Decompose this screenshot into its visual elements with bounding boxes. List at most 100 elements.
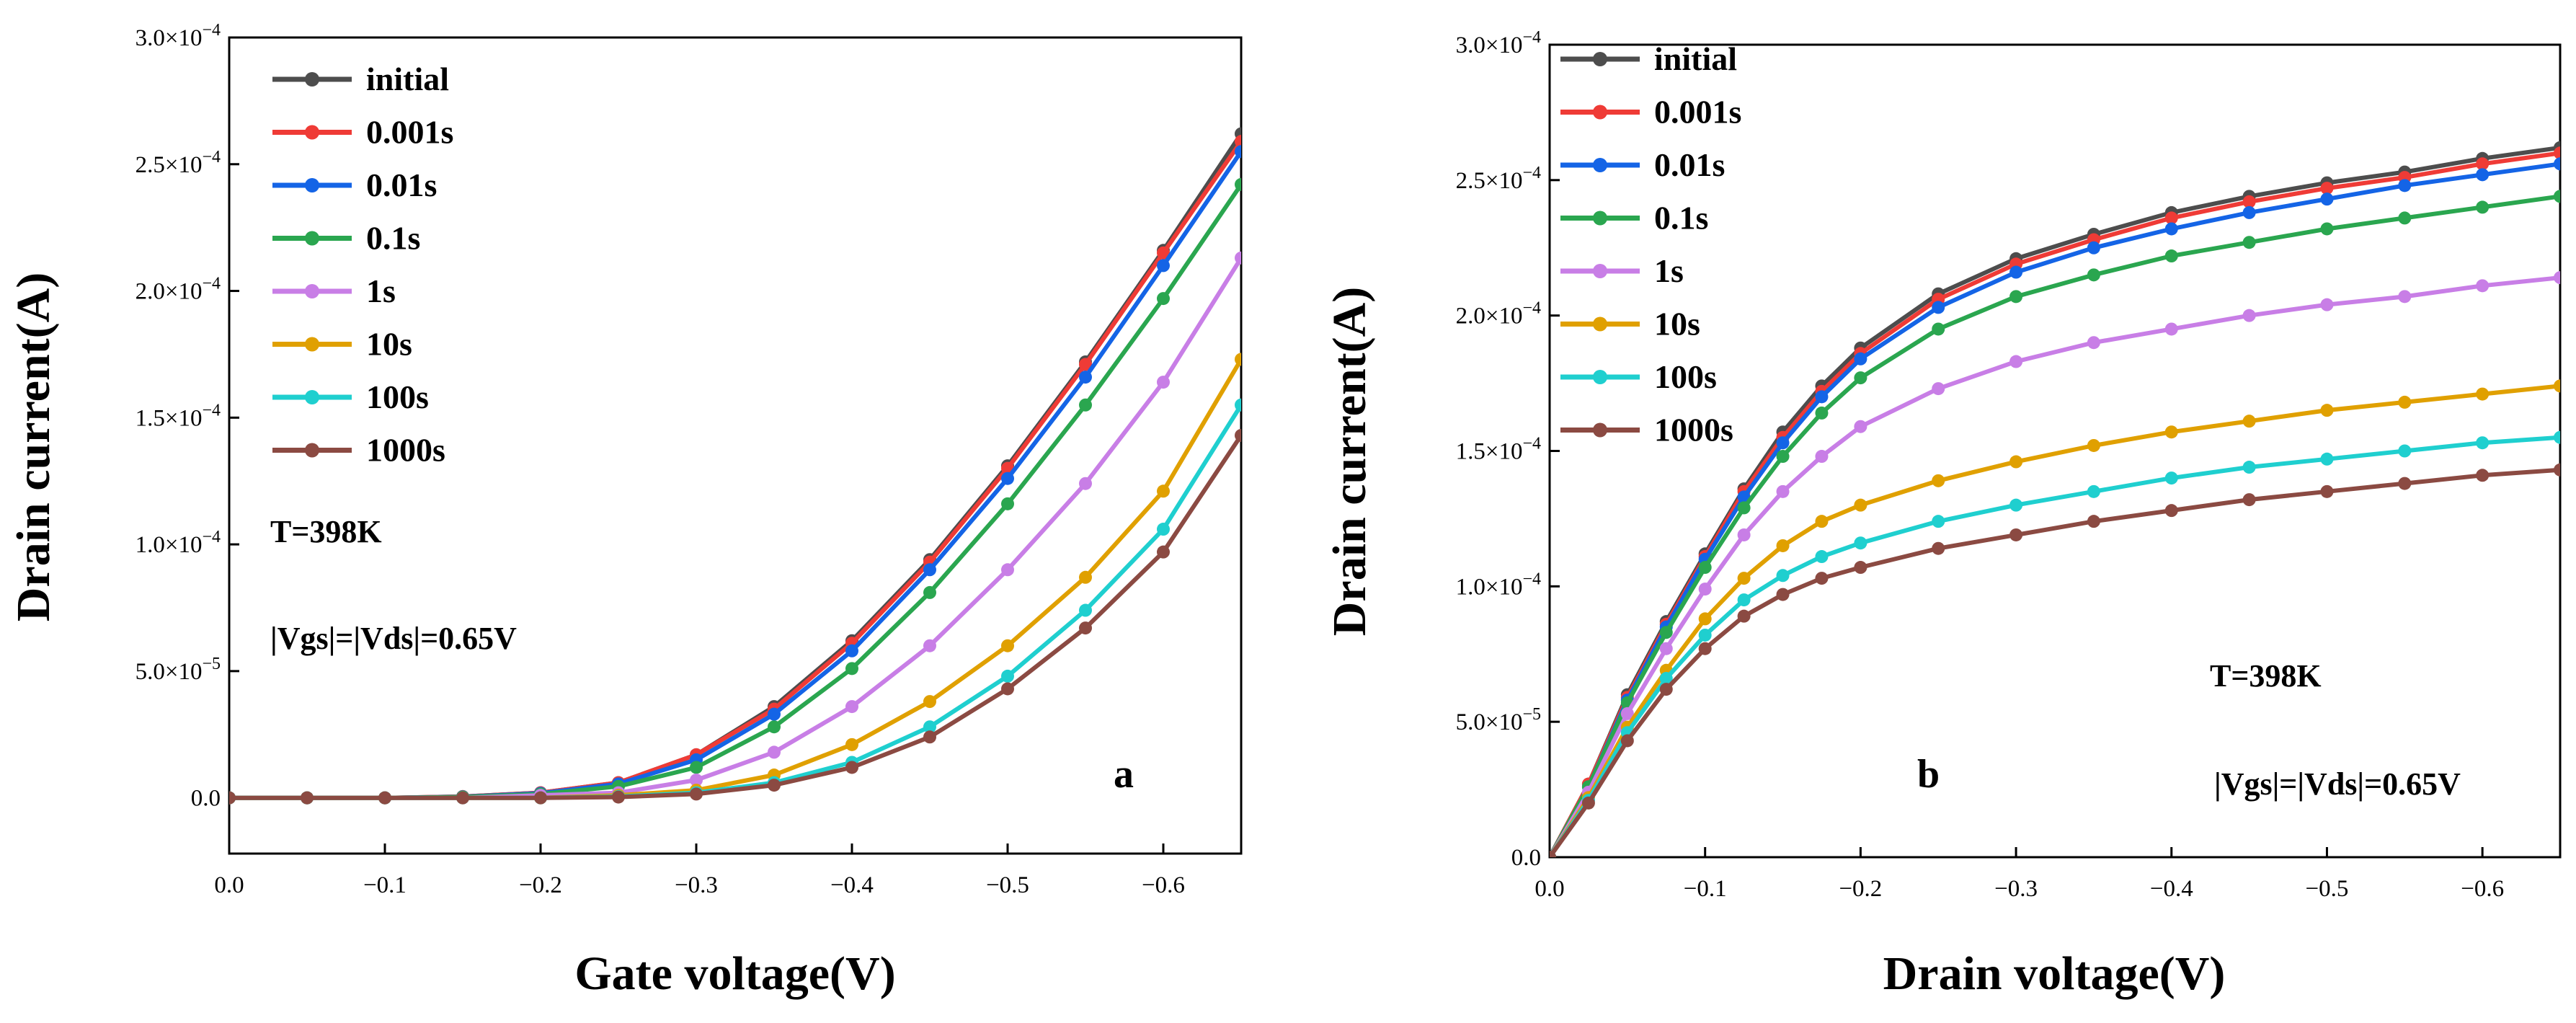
data-point-1s [2320,298,2334,311]
y-tick-label: 2.5×10−4 [136,148,221,178]
y-tick-label: 2.0×10−4 [136,275,221,305]
legend-swatch-marker [1593,264,1607,278]
data-point-1000s [2242,493,2256,507]
data-point-0.01s [845,644,858,657]
data-point-1000s [1659,683,1673,696]
y-tick-exponent: −4 [202,148,221,167]
data-point-1000s [1620,734,1634,748]
data-point-1s [1157,376,1170,389]
data-point-0.01s [1932,301,1945,314]
data-point-1000s [1079,621,1092,635]
data-point-10s [1737,572,1751,585]
series-group [229,127,1241,805]
data-point-10s [1001,639,1014,652]
data-point-100s [1698,628,1712,642]
data-point-100s [1737,593,1751,607]
data-point-1s [2554,271,2560,285]
data-point-10s [1157,484,1170,498]
data-point-100s [1815,550,1829,564]
data-point-0.1s [1079,398,1092,412]
annotation: |Vgs|=|Vds|=0.65V [270,621,517,656]
data-point-10s [1854,498,1867,512]
data-point-0.1s [2164,249,2178,263]
data-point-10s [845,738,858,751]
data-point-0.001s [2476,157,2490,171]
data-point-0.01s [1776,436,1790,450]
y-tick-mantissa: 1.5×10 [136,405,203,431]
data-point-0.01s [1001,471,1014,485]
y-tick-label: 3.0×10−4 [1456,28,1541,58]
legend-swatch-marker [1593,422,1607,438]
data-point-100s [1854,536,1867,550]
data-point-1000s [1932,541,1945,555]
data-point-10s [1932,474,1945,487]
data-point-1000s [1581,796,1595,810]
data-point-1s [845,700,858,714]
data-point-1000s [456,791,469,805]
y-tick-label: 5.0×10−5 [1456,705,1541,735]
y-tick-mantissa: 3.0×10 [136,25,203,51]
data-point-0.001s [2554,146,2560,160]
data-point-1000s [229,791,236,805]
data-point-100s [2242,461,2256,474]
data-point-100s [1235,398,1241,412]
data-point-0.001s [1079,358,1092,371]
data-point-1s [2476,279,2490,293]
legend-swatch-marker [1593,105,1607,120]
legend-swatch-marker [1593,211,1607,226]
y-tick-label: 3.0×10−4 [136,21,221,51]
series-group [1550,141,2560,857]
data-point-1s [1776,484,1790,498]
data-point-1s [923,639,936,652]
data-point-10s [1776,539,1790,552]
y-tick-mantissa: 2.0×10 [136,279,203,305]
series-line-100s [1550,435,2560,857]
data-point-1000s [2398,477,2412,490]
legend-label: 1000s [1654,412,1733,448]
y-tick-mantissa: 1.0×10 [1456,574,1523,600]
y-tick-exponent: −5 [202,655,221,673]
data-point-1s [690,774,703,787]
data-point-1s [1698,583,1712,596]
y-tick-mantissa: 5.0×10 [136,659,203,685]
data-point-10s [2554,379,2560,393]
data-point-1000s [2476,469,2490,482]
data-point-0.01s [2476,168,2490,182]
series-line-1s [1550,275,2560,857]
y-tick-label: 1.5×10−4 [136,401,221,431]
x-tick-label: 0.0 [1535,876,1564,902]
y-tick-exponent: −4 [202,528,221,546]
legend-swatch-marker [305,337,319,352]
data-point-10s [1698,612,1712,626]
data-point-1000s [1737,609,1751,623]
y-tick-exponent: −4 [1522,164,1541,182]
data-point-0.01s [1079,371,1092,384]
data-point-0.1s [1157,292,1170,306]
data-point-0.01s [2087,241,2100,254]
annotation: T=398K [2210,658,2322,694]
data-point-100s [2554,430,2560,444]
data-point-10s [2242,415,2256,428]
data-point-0.1s [1698,561,1712,575]
data-point-0.1s [923,585,936,599]
y-tick-exponent: −4 [202,21,221,40]
data-point-10s [2398,395,2412,409]
data-point-10s [2164,425,2178,439]
legend-swatch-marker [1593,158,1607,172]
data-point-1s [2242,309,2256,322]
data-point-100s [1659,672,1673,686]
y-tick-mantissa: 1.0×10 [136,532,203,558]
y-tick-label: 2.0×10−4 [1456,299,1541,329]
data-point-0.01s [2009,265,2023,279]
y-tick-exponent: −4 [1522,28,1541,47]
data-point-1s [1737,528,1751,541]
y-tick-mantissa: 5.0×10 [1456,709,1523,735]
data-point-10s [1079,570,1092,584]
data-point-10s [1235,353,1241,366]
x-axis-title: Drain voltage(V) [1883,947,2226,1000]
y-tick-mantissa: 2.5×10 [136,152,203,178]
data-point-1000s [1235,428,1241,442]
data-point-1000s [690,787,703,801]
y-tick-label: 1.0×10−4 [1456,570,1541,600]
data-point-0.01s [1815,390,1829,404]
